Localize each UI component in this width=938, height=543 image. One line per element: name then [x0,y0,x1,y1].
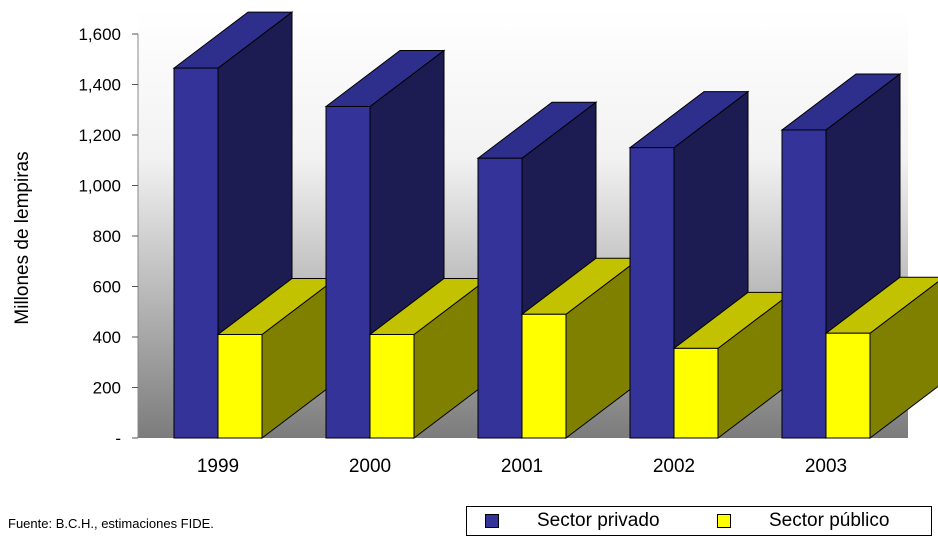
x-tick-label: 2001 [501,456,543,477]
x-tick-label: 2000 [349,456,391,477]
bar-public-1999 [216,277,338,440]
y-tick-label: 1,000 [78,177,121,196]
bar-private-1999-front [173,67,219,439]
bar-public-2001-front [521,313,567,439]
y-tick-label: - [115,429,121,448]
bar-public-2000-front [369,333,415,439]
bar-public-2003 [824,276,938,440]
bar-private-2003-front [781,129,827,439]
bar-public-2002-front [673,347,719,439]
y-tick-label: 800 [93,227,121,246]
x-axis-ticks: 1999 2000 2001 2002 2003 [197,456,847,477]
bars [172,11,938,440]
bar-private-2001-front [477,157,523,439]
y-tick-label: 400 [93,328,121,347]
bar-public-1999-front [217,333,263,439]
legend-item-private: Sector privado [485,510,660,532]
y-tick-label: 1,600 [78,25,121,44]
bar-private-2000-front [325,105,371,439]
y-axis-label: Millones de lempiras [12,151,33,324]
bar-private-2002-front [629,147,675,439]
x-tick-label: 1999 [197,456,239,477]
y-tick-label: 1,200 [78,126,121,145]
legend-item-public: Sector público [717,510,889,532]
bar-chart: - 200 400 600 800 1,000 1,200 1,400 1,600 1999 20… [12,8,938,477]
legend-swatch-public [717,514,731,528]
y-axis-ticks: - 200 400 600 800 1,000 1,200 1,400 1,600 [78,25,138,448]
legend-swatch-private [485,514,499,528]
legend-label-private: Sector privado [537,510,660,531]
bar-public-2001 [520,257,642,440]
x-tick-label: 2002 [653,456,695,477]
bar-public-2002 [672,291,794,440]
legend: Sector privado Sector público [466,506,932,536]
y-tick-label: 1,400 [78,76,121,95]
x-tick-label: 2003 [805,456,847,477]
source-note: Fuente: B.C.H., estimaciones FIDE. [8,516,214,531]
bar-public-2003-front [825,332,871,439]
y-tick-label: 200 [93,379,121,398]
y-tick-label: 600 [93,278,121,297]
legend-label-public: Sector público [769,510,890,531]
